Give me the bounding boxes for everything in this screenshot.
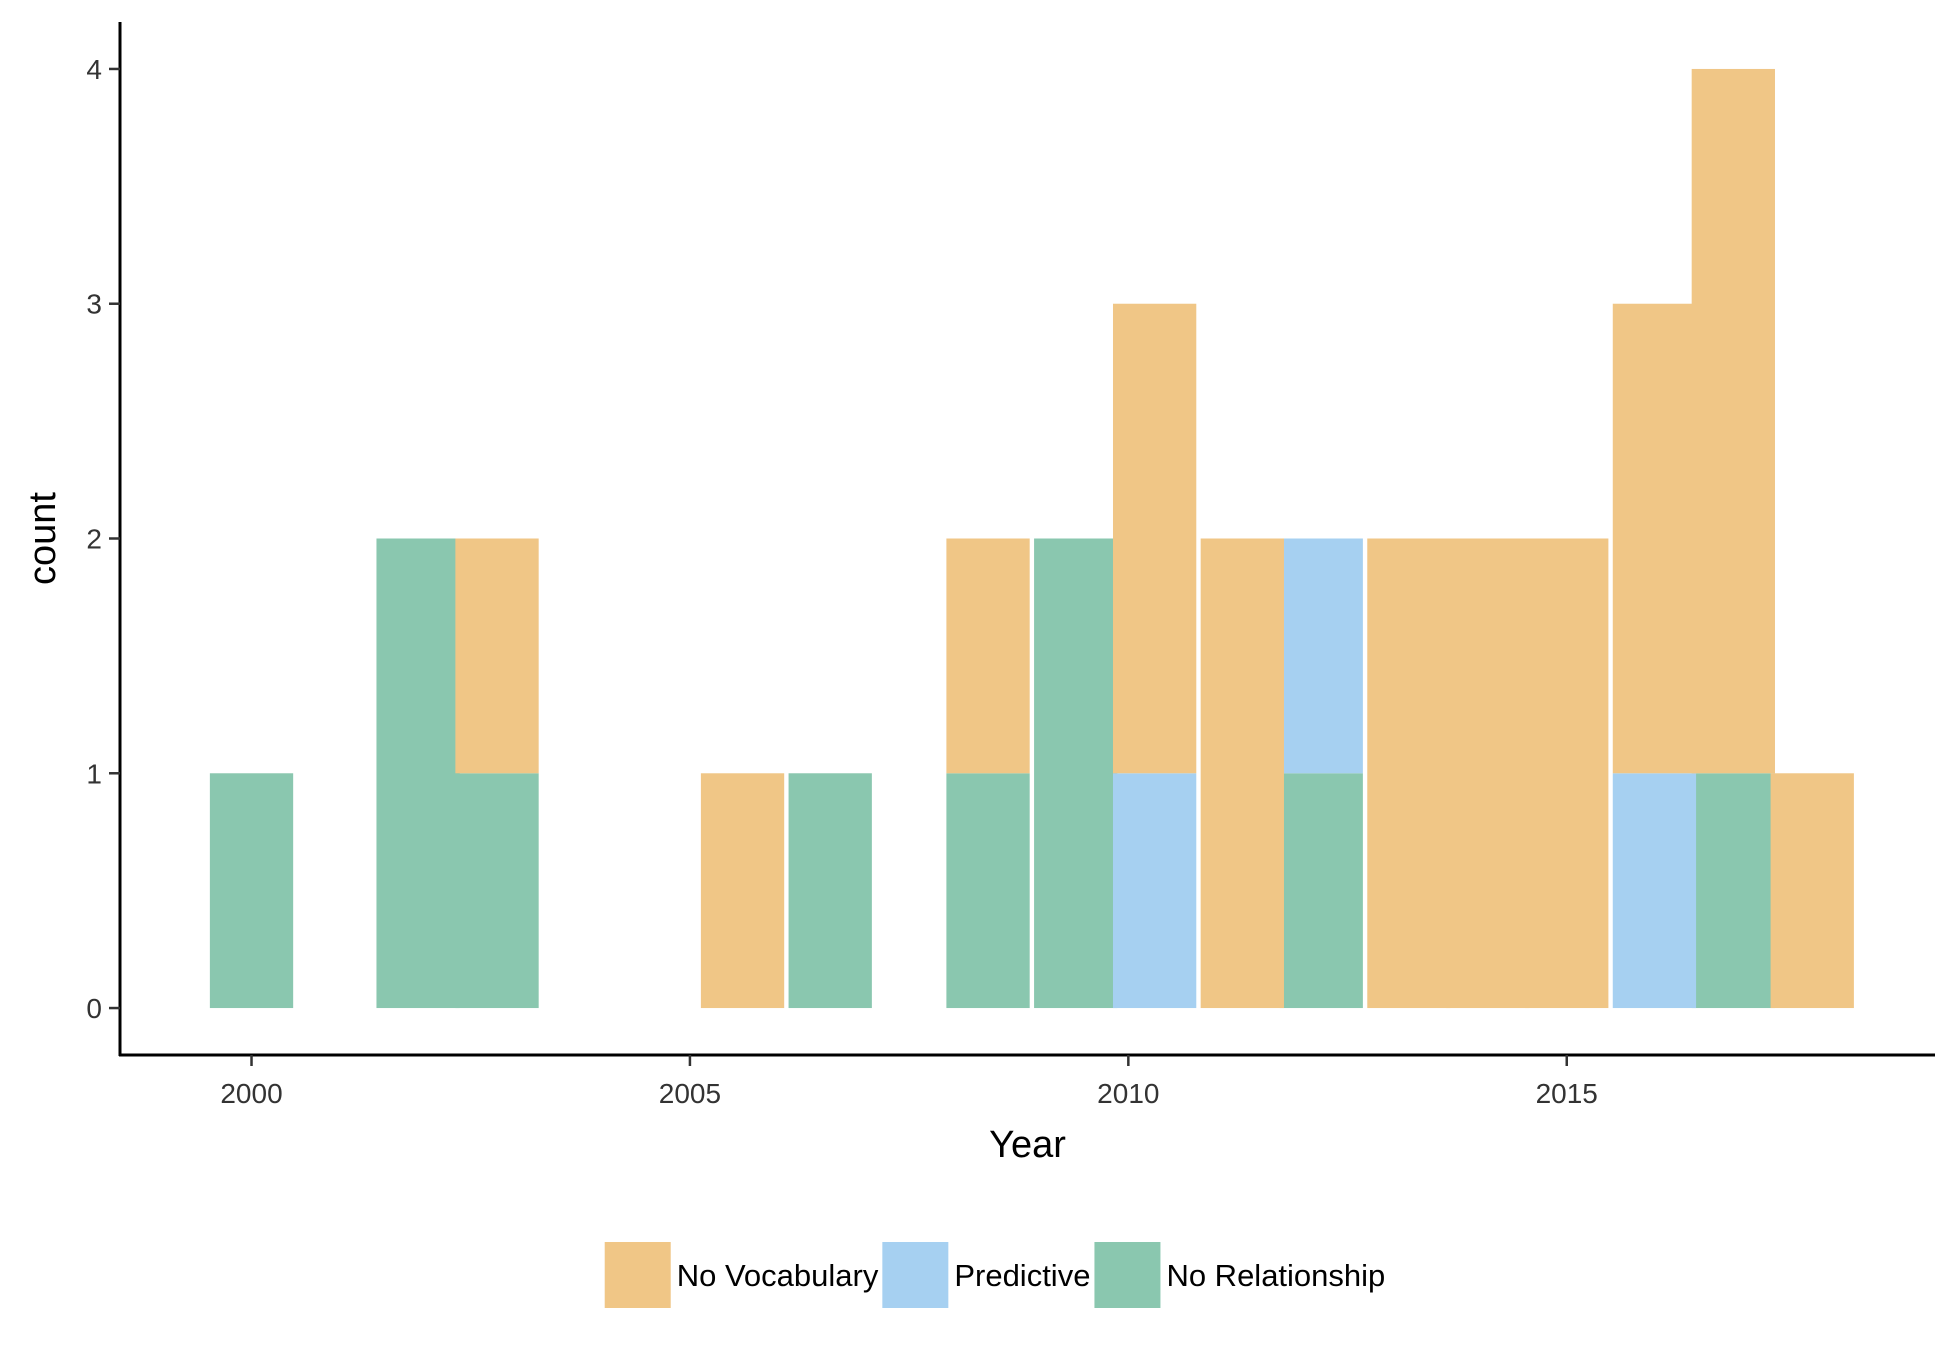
x-tick-label: 2015 [1536, 1078, 1598, 1109]
legend-key-predictive [882, 1242, 949, 1308]
bar-no-relationship [209, 773, 294, 1009]
bar-no-vocabulary [700, 773, 785, 1009]
bar-no-vocabulary [946, 538, 1030, 774]
bar-no-vocabulary [455, 538, 539, 774]
y-tick-label: 3 [86, 289, 102, 320]
legend-item-no-vocabulary: No Vocabulary [604, 1242, 879, 1308]
bar-no-vocabulary [1525, 538, 1609, 1009]
bar-no-vocabulary [1112, 303, 1197, 774]
legend-key-no-vocabulary [604, 1242, 671, 1308]
bar-no-vocabulary [1770, 773, 1854, 1009]
bar-no-relationship [376, 538, 460, 1009]
x-axis-title: Year [989, 1124, 1066, 1166]
x-tick-label: 2010 [1097, 1078, 1159, 1109]
y-tick-label: 0 [86, 993, 102, 1024]
bar-predictive [1112, 773, 1197, 1009]
bar-no-relationship [1034, 538, 1118, 1009]
bar-no-relationship [1279, 773, 1363, 1009]
legend-item-predictive: Predictive [882, 1242, 1090, 1308]
bar-no-vocabulary [1691, 68, 1775, 774]
legend: No Vocabulary Predictive No Relationship [604, 1242, 1385, 1308]
y-tick-label: 4 [86, 54, 102, 85]
bar-no-vocabulary [1612, 303, 1697, 774]
bar-no-relationship [1691, 773, 1775, 1009]
bar-no-vocabulary [1200, 538, 1284, 1009]
bar-predictive [1612, 773, 1697, 1009]
bar-no-relationship [946, 773, 1030, 1009]
legend-item-no-relationship: No Relationship [1094, 1242, 1385, 1308]
y-axis-title: count [22, 492, 64, 585]
legend-label: No Vocabulary [677, 1258, 879, 1293]
bar-no-relationship [455, 773, 539, 1009]
bars-layer [209, 68, 1854, 1009]
y-tick-label: 1 [86, 758, 102, 789]
x-tick-label: 2005 [659, 1078, 721, 1109]
bar-no-vocabulary [1446, 538, 1530, 1009]
legend-label: Predictive [954, 1258, 1090, 1293]
legend-key-no-relationship [1094, 1242, 1161, 1308]
bar-no-vocabulary [1367, 538, 1451, 1009]
x-tick-label: 2000 [220, 1078, 282, 1109]
axes-layer: 0 1 2 3 4 2000 2005 2010 2015 [86, 22, 1935, 1109]
y-tick-label: 2 [86, 524, 102, 555]
bar-predictive [1279, 538, 1363, 774]
legend-label: No Relationship [1166, 1258, 1385, 1293]
bar-no-relationship [788, 773, 872, 1009]
